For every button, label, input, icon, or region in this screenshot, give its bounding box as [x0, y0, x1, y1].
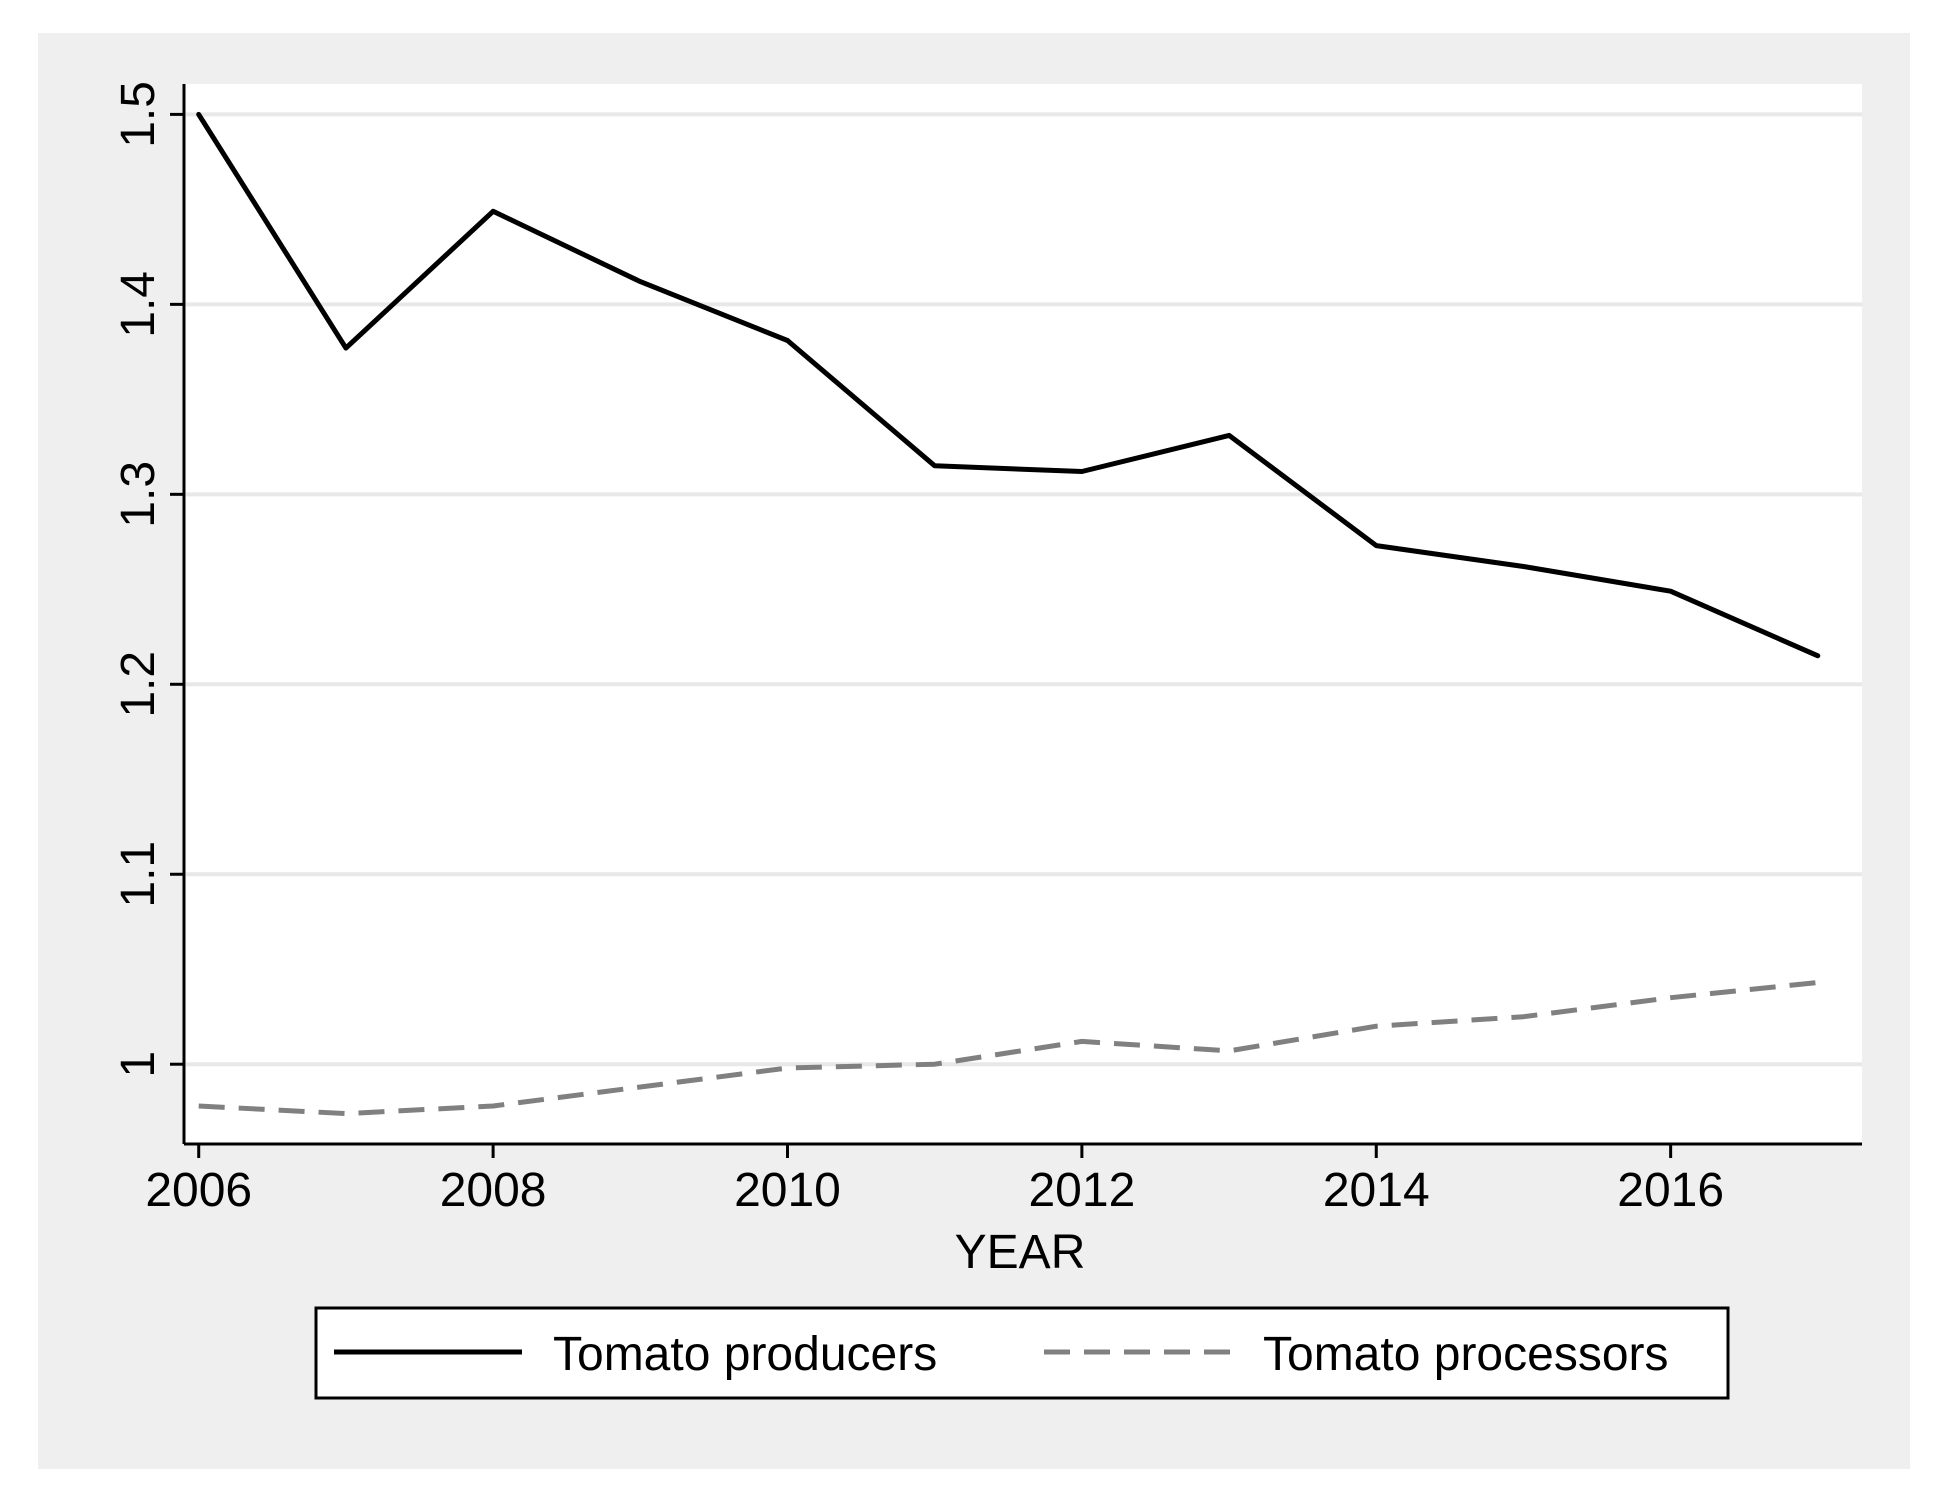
- data-point: [1521, 1014, 1527, 1020]
- y-tick-label: 1.4: [112, 271, 165, 338]
- data-point: [785, 1065, 791, 1071]
- data-point: [343, 345, 349, 351]
- data-point: [1815, 980, 1821, 986]
- data-point: [932, 1061, 938, 1067]
- x-tick-label: 2010: [734, 1164, 841, 1217]
- series-line-processors: [198, 980, 1819, 1117]
- data-point: [1668, 588, 1674, 594]
- x-axis-title: YEAR: [955, 1226, 1086, 1279]
- x-tick-label: 2016: [1617, 1164, 1724, 1217]
- series-line-producers: [196, 111, 1821, 659]
- legend-box: [314, 1306, 1730, 1400]
- data-point: [1079, 469, 1085, 475]
- y-tick-label: 1.3: [112, 461, 165, 528]
- y-tick-label: 1: [112, 1051, 165, 1078]
- gridlines: [186, 112, 1862, 1067]
- y-ticks: 1 1.1 1.2 1.3 1.4 1.5: [112, 81, 184, 1078]
- y-tick-label: 1.1: [112, 841, 165, 908]
- data-point: [1226, 432, 1232, 438]
- data-point: [343, 1111, 349, 1117]
- data-point: [1815, 653, 1821, 659]
- x-ticks: 2006 2008 2010 2012 2014 2016: [145, 1144, 1724, 1217]
- legend: Tomato producers Tomato processors: [314, 1306, 1730, 1400]
- legend-label-processors: Tomato processors: [1263, 1328, 1669, 1381]
- data-point: [932, 463, 938, 469]
- x-tick-label: 2014: [1323, 1164, 1430, 1217]
- data-point: [490, 1103, 496, 1109]
- series-layer: [196, 111, 1821, 1117]
- plot-area: [184, 84, 1862, 1144]
- x-tick-label: 2006: [145, 1164, 252, 1217]
- data-point: [1079, 1038, 1085, 1044]
- x-tick-label: 2012: [1028, 1164, 1135, 1217]
- data-point: [1373, 1023, 1379, 1029]
- data-point: [196, 1103, 202, 1109]
- data-point: [1226, 1048, 1232, 1054]
- data-point: [196, 111, 202, 117]
- data-point: [637, 1084, 643, 1090]
- data-point: [490, 208, 496, 214]
- data-point: [1668, 995, 1674, 1001]
- y-tick-label: 1.2: [112, 651, 165, 718]
- legend-label-producers: Tomato producers: [553, 1328, 937, 1381]
- data-point: [1521, 564, 1527, 570]
- data-point: [785, 338, 791, 344]
- data-point: [1373, 543, 1379, 549]
- x-tick-label: 2008: [440, 1164, 547, 1217]
- data-point: [637, 279, 643, 285]
- y-tick-label: 1.5: [112, 81, 165, 148]
